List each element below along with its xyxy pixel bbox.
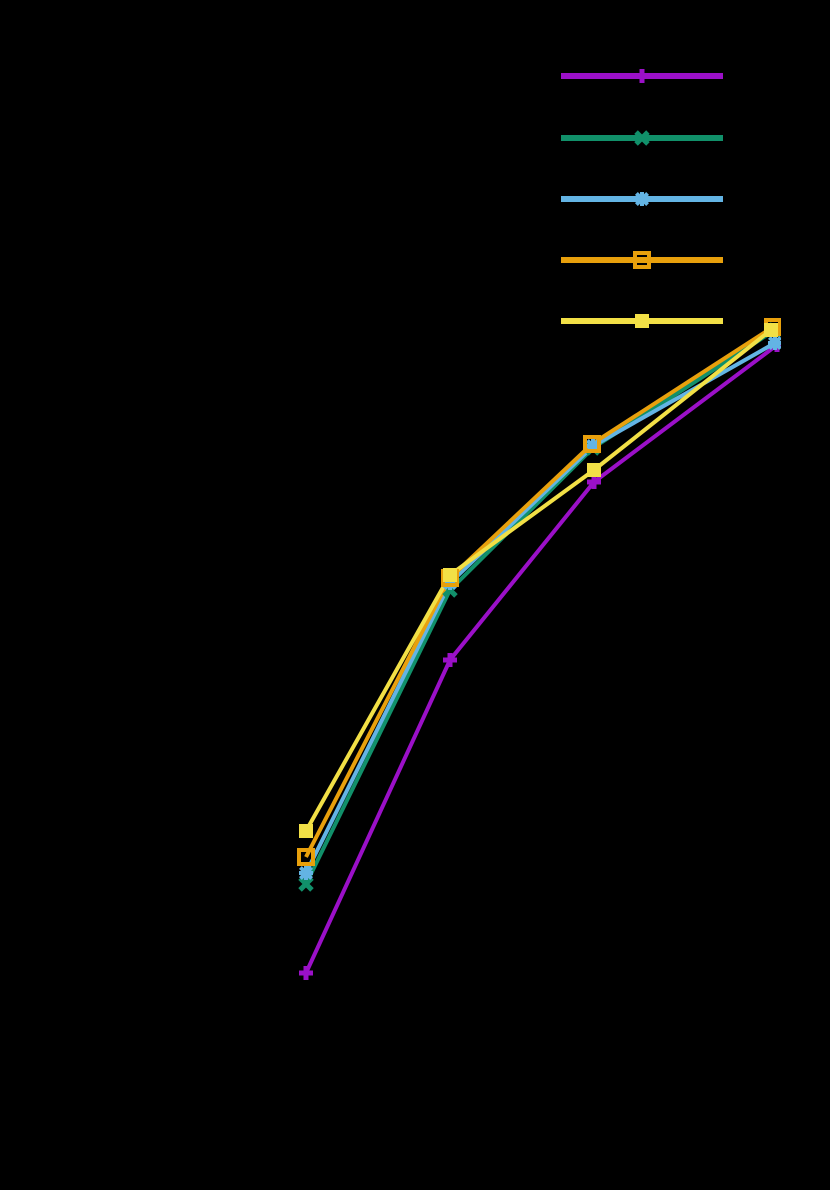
series-0-point-1: [443, 653, 457, 667]
series-layer: [297, 318, 781, 980]
series-line-3: [304, 325, 775, 858]
legend-marker-0: [635, 69, 649, 83]
series-4-point-2: [587, 463, 601, 477]
legend-layer: [561, 69, 723, 328]
series-4-point-0: [299, 824, 313, 838]
series-4-point-3: [764, 323, 778, 337]
legend-marker-4: [635, 314, 649, 328]
series-4-point-1: [443, 568, 457, 582]
series-line-0: [304, 343, 779, 974]
series-3-point-2: [583, 435, 601, 453]
series-2-point-0: [298, 865, 314, 881]
series-0-point-0: [299, 966, 313, 980]
series-2-point-3: [767, 335, 781, 351]
legend-marker-2: [634, 191, 650, 207]
legend-marker-1: [634, 130, 650, 146]
series-line-4: [304, 328, 773, 832]
legend-marker-3: [633, 251, 651, 269]
series-1-point-0: [298, 876, 314, 892]
series-line-2: [304, 341, 776, 874]
series-3-point-0: [297, 848, 315, 866]
series-0-point-2: [587, 475, 601, 489]
series-line-1: [304, 328, 777, 885]
